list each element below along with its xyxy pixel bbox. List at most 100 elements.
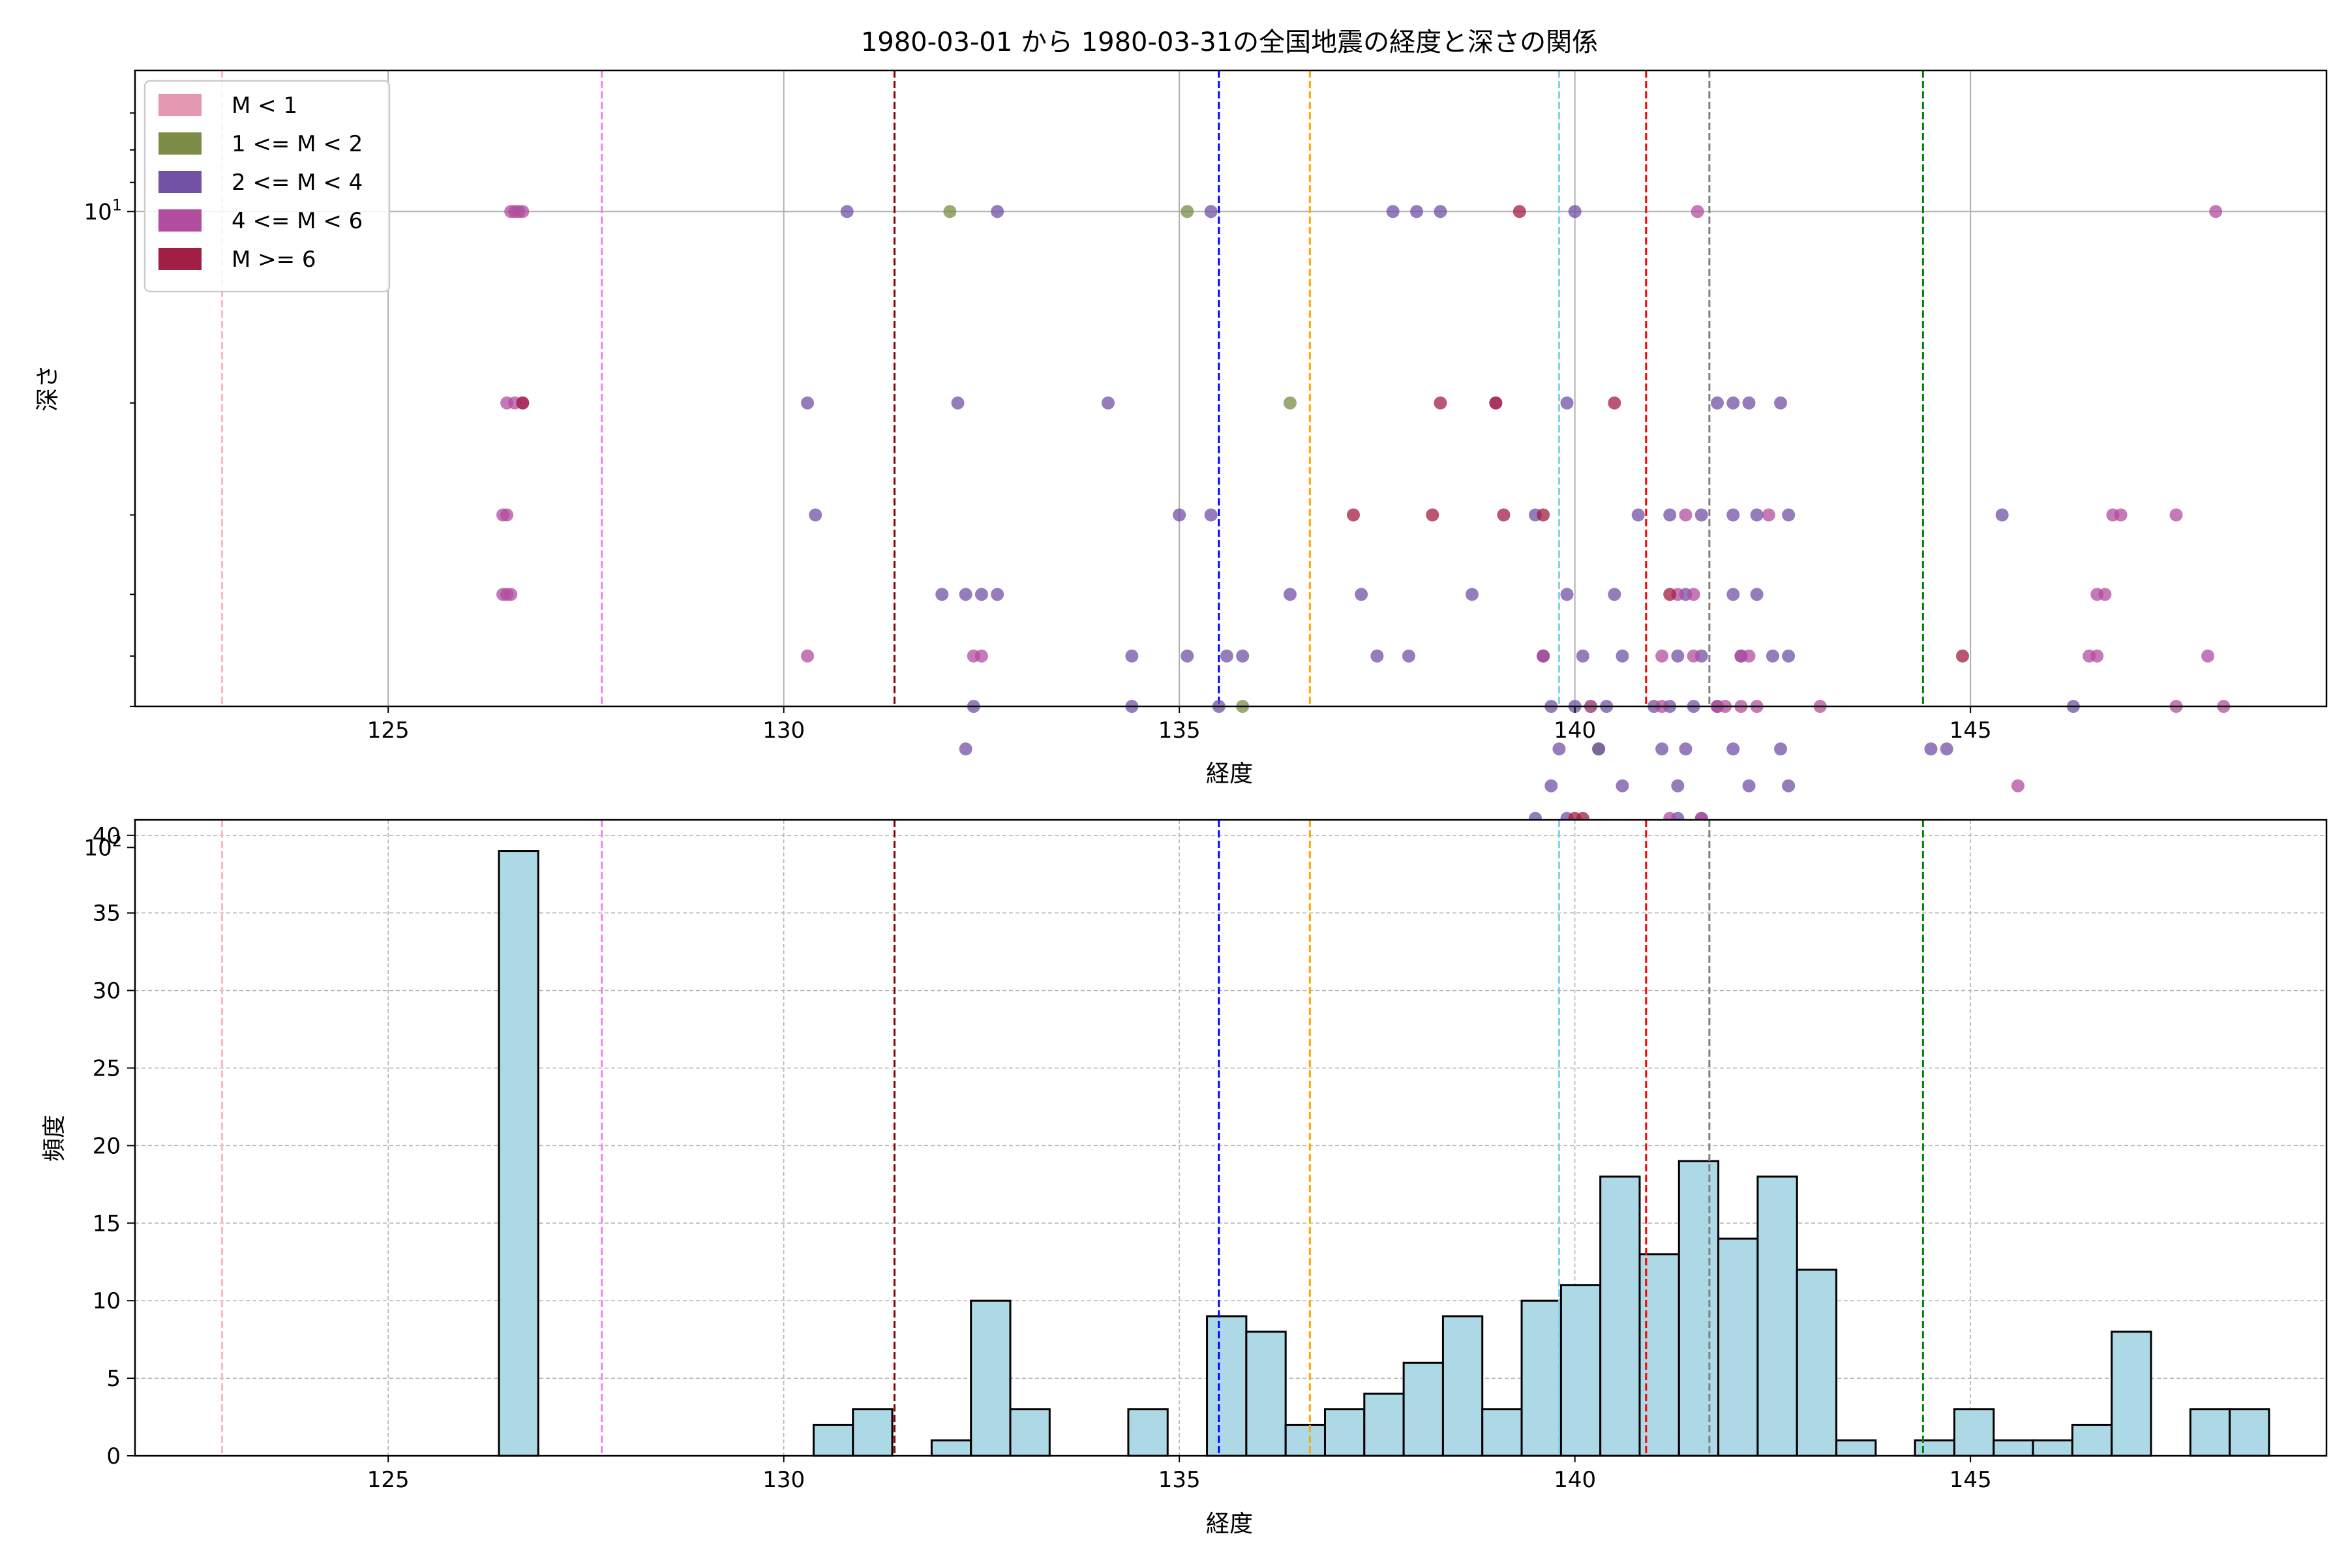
scatter-point (1663, 588, 1677, 601)
scatter-point (1710, 396, 1724, 410)
histogram-y-tick-label: 5 (106, 1366, 121, 1392)
scatter-point (2083, 649, 2096, 663)
scatter-point (1592, 742, 1606, 756)
scatter-point (943, 205, 957, 219)
scatter-point (1576, 649, 1589, 663)
legend-label: 4 <= M < 6 (232, 208, 363, 234)
scatter-point (1924, 742, 1938, 756)
scatter-point (840, 205, 854, 219)
scatter-plot-area (135, 70, 2326, 706)
scatter-point (1631, 508, 1645, 522)
histogram-bar (1520, 1299, 1562, 1457)
scatter-point (2209, 205, 2223, 219)
scatter-point (1434, 396, 1447, 410)
legend-label: 1 <= M < 2 (232, 131, 363, 157)
scatter-point (1513, 205, 1526, 219)
scatter-point (1101, 396, 1115, 410)
histogram-bar (1953, 1408, 1995, 1457)
legend-label: 2 <= M < 4 (232, 170, 363, 196)
scatter-point (1655, 742, 1669, 756)
scatter-point (1283, 588, 1297, 601)
scatter-point (2201, 649, 2215, 663)
histogram-x-ticks: 125 130 135 140 145 (367, 1456, 1992, 1493)
histogram-y-tick-label: 10 (93, 1288, 121, 1314)
scatter-point (991, 588, 1004, 601)
scatter-point (1220, 649, 1233, 663)
histogram-bar (1835, 1439, 1877, 1457)
histogram-bar (1481, 1408, 1523, 1457)
scatter-point (1608, 588, 1621, 601)
histogram-y-tick-label: 30 (93, 978, 121, 1004)
histogram-bar (1009, 1408, 1051, 1457)
legend: M < 1 1 <= M < 2 2 <= M < 4 4 <= M < 6 M >= … (143, 80, 391, 293)
histogram-bar (498, 850, 539, 1457)
scatter-x-tick-label: 140 (1554, 717, 1596, 744)
histogram-bar (1993, 1439, 2034, 1457)
histogram-x-tick-label: 140 (1554, 1467, 1596, 1493)
histogram-bar (1441, 1315, 1484, 1457)
histogram-bar (1717, 1237, 1759, 1457)
scatter-point (1616, 779, 1629, 792)
scatter-point (974, 649, 988, 663)
scatter-point (1691, 205, 1704, 219)
histogram-bar (1127, 1408, 1169, 1457)
scatter-point (1283, 396, 1297, 410)
scatter-y-ticks: 101 102 (83, 196, 135, 861)
scatter-point (951, 396, 965, 410)
scatter-point (2011, 779, 2024, 792)
scatter-point (1663, 508, 1677, 522)
histogram-y-tick-label: 20 (93, 1133, 121, 1159)
scatter-point (1489, 396, 1503, 410)
histogram-bar (1599, 1175, 1641, 1457)
histogram-x-axis-label: 経度 (1206, 1511, 1253, 1537)
scatter-point (1679, 742, 1693, 756)
histogram-bar (1402, 1361, 1444, 1457)
scatter-point (2090, 588, 2104, 601)
histogram-bar (852, 1408, 894, 1457)
scatter-point (1552, 742, 1566, 756)
scatter-point (1726, 396, 1740, 410)
scatter-point (1173, 508, 1186, 522)
scatter-point (1726, 742, 1740, 756)
scatter-x-tick-label: 145 (1949, 717, 1992, 744)
scatter-point (1386, 205, 1400, 219)
histogram-y-axis-label: 頻度 (41, 1115, 68, 1162)
scatter-point (1616, 649, 1629, 663)
scatter-point (1236, 649, 1250, 663)
histogram-x-tick-label: 130 (762, 1467, 805, 1493)
scatter-point (1181, 205, 1194, 219)
scatter-point (1750, 588, 1764, 601)
scatter-point (1347, 508, 1361, 522)
scatter-point (1497, 508, 1511, 522)
scatter-point (1995, 508, 2009, 522)
scatter-point (1782, 649, 1796, 663)
legend-label: M < 1 (232, 93, 297, 119)
histogram-x-tick-label: 145 (1949, 1467, 1992, 1493)
scatter-point (1762, 508, 1775, 522)
histogram-bar (2229, 1408, 2270, 1457)
scatter-point (1655, 649, 1669, 663)
scatter-point (1426, 508, 1439, 522)
scatter-x-tick-label: 130 (762, 717, 805, 744)
scatter-point (500, 508, 514, 522)
histogram-bar (2111, 1331, 2152, 1457)
scatter-point (1687, 588, 1700, 601)
scatter-frame (134, 69, 2328, 708)
histogram-bar (1914, 1439, 1955, 1457)
scatter-point (959, 742, 972, 756)
scatter-point (1694, 508, 1708, 522)
scatter-point (1742, 649, 1756, 663)
scatter-point (1204, 205, 1218, 219)
scatter-point (1465, 588, 1479, 601)
scatter-point (1560, 396, 1574, 410)
scatter-minor-ticks (130, 112, 135, 707)
scatter-point (2114, 508, 2128, 522)
histogram-bar (2189, 1408, 2231, 1457)
scatter-point (1181, 649, 1194, 663)
histogram-y-tick-label: 15 (93, 1211, 121, 1237)
scatter-reference-lines (220, 70, 1924, 706)
histogram-panel: 125 130 135 140 145 0 5 10 15 20 25 30 35 40 経度 頻度 (41, 819, 2328, 1537)
scatter-point (1537, 649, 1550, 663)
